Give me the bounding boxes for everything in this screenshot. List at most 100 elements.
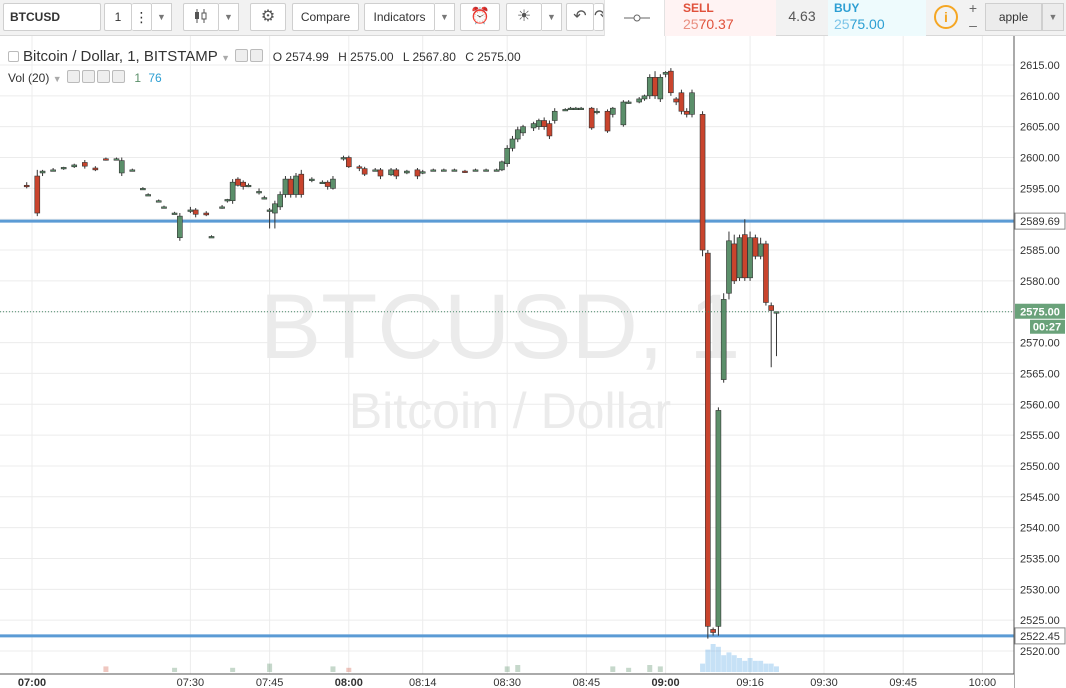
interval-more-icon[interactable]: ⋮ [132, 3, 152, 31]
candle-body-56 [472, 169, 479, 172]
horizontal-lines[interactable] [0, 219, 1014, 638]
time-tick-label-5: 08:30 [493, 677, 521, 688]
ideas-chevron-down-icon[interactable]: ▼ [542, 3, 562, 31]
candle-body-3 [50, 169, 56, 172]
price-axis[interactable] [1014, 36, 1066, 688]
price-tick-label-0: 2615.00 [1020, 60, 1060, 72]
ideas-button[interactable]: ☀ [506, 3, 542, 31]
candle-body-66 [541, 120, 547, 127]
horizontal-line-label-0: 2589.69 [1020, 216, 1060, 228]
alarm-icon: ⏰ [470, 8, 490, 25]
candle-body-26 [240, 181, 246, 187]
volume-close-icon[interactable] [111, 70, 125, 83]
candle-body-97 [736, 237, 743, 279]
candle-body-90 [699, 114, 706, 251]
volume-bar-3 [267, 663, 273, 672]
alert-button[interactable]: ⏰ [460, 3, 500, 31]
indicators-button[interactable]: Indicators [364, 3, 435, 31]
price-tick-label-14: 2545.00 [1020, 492, 1060, 504]
settings-button[interactable]: ⚙ [250, 3, 286, 31]
collapse-legend-icon[interactable] [8, 51, 19, 62]
candle-body-69 [562, 109, 569, 112]
candle-body-92 [710, 629, 716, 633]
candle-body-42 [345, 157, 352, 168]
volume-settings-icon[interactable] [81, 70, 95, 83]
candle-body-13 [145, 194, 151, 197]
price-tick-label-9: 2570.00 [1020, 338, 1060, 350]
volume-add-icon[interactable] [96, 70, 110, 83]
compare-button[interactable]: Compare [292, 3, 359, 31]
undo-button[interactable]: ↶ [566, 3, 594, 31]
series-menu-chevron-icon[interactable]: ▼ [221, 53, 231, 63]
interval-select[interactable]: 1 [104, 3, 132, 31]
chart-type-button[interactable] [183, 3, 219, 31]
quick-trade-toggle[interactable] [604, 0, 665, 36]
price-tick-label-12: 2555.00 [1020, 430, 1060, 442]
candle-body-9 [113, 158, 120, 161]
indicators-chevron-down-icon[interactable]: ▼ [435, 3, 455, 31]
symbol-search-input[interactable]: BTCUSD [3, 3, 101, 31]
candle-body-93 [715, 410, 722, 627]
candlestick-series [23, 68, 780, 639]
volume-bar-12 [700, 663, 706, 672]
sell-button[interactable]: SELL 2570.37 [664, 0, 776, 36]
watermark-symbol: BTCUSD, 1 [260, 276, 741, 378]
volume-bar-13 [705, 649, 711, 672]
candle-body-50 [414, 169, 421, 177]
countdown-badge [1030, 319, 1065, 334]
price-chart[interactable]: BTCUSD, 1 Bitcoin / Dollar 2615.00 2610.0… [0, 36, 1066, 688]
open-label: O [272, 50, 283, 64]
candle-body-55 [462, 170, 468, 173]
volume-menu-chevron-icon[interactable]: ▼ [52, 74, 62, 84]
last-price-label: 2575.00 [1020, 307, 1060, 319]
chart-type-chevron-down-icon[interactable]: ▼ [219, 3, 239, 31]
info-icon[interactable]: i [934, 5, 958, 29]
candle-body-72 [578, 107, 584, 110]
volume-bar-15 [715, 646, 721, 672]
settings-small-icon[interactable] [235, 49, 249, 62]
candle-body-101 [757, 243, 764, 257]
candle-body-51 [419, 171, 426, 174]
candle-body-99 [747, 237, 753, 279]
volume-title: Vol (20) [8, 71, 50, 85]
candle-body-65 [536, 120, 542, 127]
candle-body-17 [177, 215, 183, 239]
buy-button[interactable]: BUY 2575.00 [828, 0, 926, 36]
sell-price: 2570.37 [683, 16, 734, 32]
candle-body-33 [282, 178, 289, 195]
candle-body-27 [245, 184, 252, 188]
candle-body-24 [229, 181, 236, 202]
candle-body-76 [609, 107, 616, 115]
candle-body-45 [372, 169, 379, 172]
candle-body-52 [430, 169, 437, 172]
interval-chevron-down-icon[interactable]: ▼ [152, 3, 172, 31]
candle-body-57 [483, 169, 489, 172]
candle-body-18 [187, 209, 194, 212]
candle-body-91 [705, 252, 711, 627]
time-tick-label-2: 07:45 [256, 677, 284, 688]
redo-icon: ↷ [594, 8, 603, 25]
candle-body-81 [646, 77, 653, 97]
series-legend: Bitcoin / Dollar, 1, BITSTAMP ▼ O 2574.9… [8, 48, 521, 65]
zoom-out-button[interactable]: – [969, 17, 977, 33]
redo-button[interactable]: ↷ [594, 3, 604, 31]
countdown-label: 00:27 [1033, 322, 1061, 334]
watchlist-symbol[interactable]: apple [985, 3, 1042, 31]
price-tick-label-18: 2525.00 [1020, 615, 1060, 627]
low-value: 2567.80 [412, 50, 456, 64]
time-tick-label-0: 07:00 [18, 677, 46, 688]
volume-bar-17 [726, 652, 732, 672]
time-axis[interactable] [0, 674, 1014, 688]
candle-body-28 [256, 191, 262, 194]
candle-body-47 [388, 169, 394, 176]
volume-eye-icon[interactable] [66, 70, 80, 83]
close-small-icon[interactable] [250, 49, 264, 62]
candle-body-58 [493, 169, 500, 172]
zoom-in-button[interactable]: + [968, 0, 978, 16]
candle-body-21 [208, 236, 215, 239]
close-label: C [465, 50, 474, 64]
candle-body-54 [451, 169, 458, 172]
candle-body-43 [356, 166, 363, 169]
watchlist-chevron-down-icon[interactable]: ▼ [1042, 3, 1064, 31]
candle-body-88 [683, 110, 690, 115]
